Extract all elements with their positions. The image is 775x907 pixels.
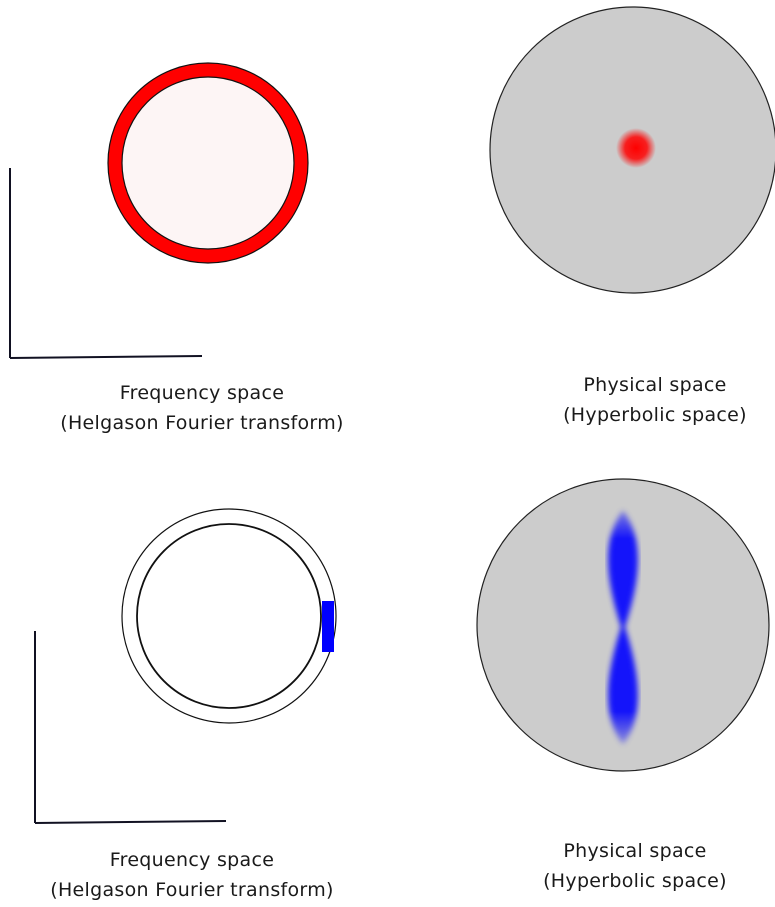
panel-frequency-top <box>9 62 309 359</box>
caption-line2: (Helgason Fourier transform) <box>50 879 334 901</box>
horizontal-axis <box>9 355 203 359</box>
caption-physical-space-top: Physical space (Hyperbolic space) <box>520 370 775 430</box>
caption-frequency-space-top: Frequency space (Helgason Fourier transf… <box>22 378 382 438</box>
caption-line2: (Hyperbolic space) <box>563 404 747 426</box>
panel-physical-bottom <box>476 478 770 772</box>
caption-line1: Physical space <box>563 840 707 862</box>
panel-frequency-bottom <box>34 508 337 824</box>
frequency-band-marker <box>322 601 334 652</box>
caption-frequency-space-bottom: Frequency space (Helgason Fourier transf… <box>22 845 362 905</box>
caption-line1: Frequency space <box>109 849 275 871</box>
caption-line1: Frequency space <box>119 382 285 404</box>
caption-line2: (Helgason Fourier transform) <box>60 412 344 434</box>
frequency-ring-inner <box>121 76 295 250</box>
panel-physical-top <box>489 6 775 294</box>
horizontal-axis <box>34 820 227 824</box>
caption-line1: Physical space <box>583 374 727 396</box>
wave-beam <box>608 510 638 745</box>
caption-line2: (Hyperbolic space) <box>543 870 727 892</box>
beam-hourglass <box>608 510 638 745</box>
localized-wave-blob <box>616 128 656 168</box>
frequency-ring-inner <box>136 523 322 709</box>
caption-physical-space-bottom: Physical space (Hyperbolic space) <box>500 836 770 896</box>
